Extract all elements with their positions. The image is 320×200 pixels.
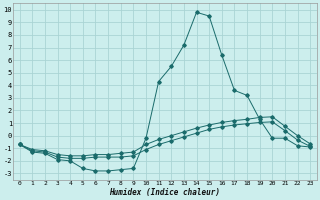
X-axis label: Humidex (Indice chaleur): Humidex (Indice chaleur): [109, 188, 220, 197]
